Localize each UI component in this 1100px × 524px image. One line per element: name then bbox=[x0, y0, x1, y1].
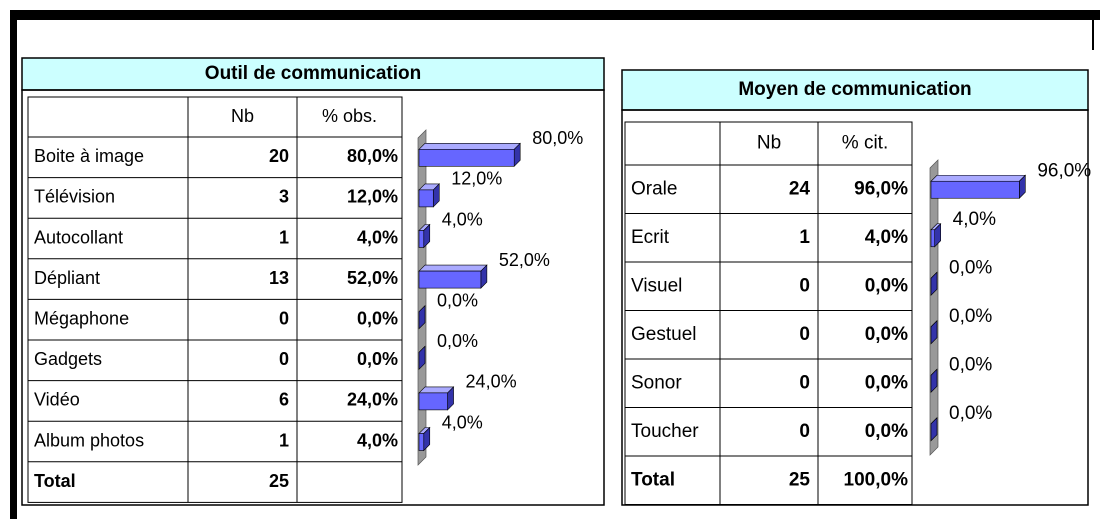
bar-side bbox=[930, 271, 938, 296]
row-count: 20 bbox=[269, 146, 289, 166]
total-percent: 100,0% bbox=[844, 469, 909, 490]
row-label: Mégaphone bbox=[34, 308, 129, 328]
row-label: Orale bbox=[631, 178, 677, 199]
bar-top bbox=[418, 264, 488, 272]
bar-side bbox=[930, 368, 938, 393]
row-label: Vidéo bbox=[34, 390, 80, 410]
row-count: 24 bbox=[789, 178, 811, 199]
bar bbox=[930, 229, 935, 248]
bar-side bbox=[930, 320, 938, 345]
row-count: 0 bbox=[279, 308, 289, 328]
row-percent: 0,0% bbox=[357, 349, 398, 369]
row-percent: 0,0% bbox=[865, 324, 908, 345]
row-percent: 0,0% bbox=[865, 421, 908, 442]
row-percent: 0,0% bbox=[357, 308, 398, 328]
section-box bbox=[21, 89, 605, 506]
row-percent: 96,0% bbox=[854, 178, 908, 199]
row-count: 6 bbox=[279, 390, 289, 410]
bar-label: 52,0% bbox=[499, 250, 550, 270]
total-label: Total bbox=[34, 471, 76, 491]
row-label: Visuel bbox=[631, 275, 682, 296]
bar bbox=[418, 230, 425, 248]
title-box bbox=[621, 69, 1089, 111]
row-percent: 4,0% bbox=[357, 227, 398, 247]
bar-label: 0,0% bbox=[949, 403, 992, 424]
bar-label: 0,0% bbox=[437, 290, 478, 310]
row-label: Boite à image bbox=[34, 146, 144, 166]
row-count: 0 bbox=[799, 372, 810, 393]
row-percent: 0,0% bbox=[865, 372, 908, 393]
bar-label: 80,0% bbox=[532, 128, 583, 148]
bar-side bbox=[930, 417, 938, 442]
bar-top bbox=[418, 143, 521, 150]
frame-left bbox=[10, 10, 17, 519]
column-header: % cit. bbox=[842, 133, 888, 154]
chart-axis bbox=[929, 159, 939, 456]
row-count: 1 bbox=[279, 227, 289, 247]
total-label: Total bbox=[631, 469, 675, 490]
bar-label: 0,0% bbox=[949, 306, 992, 327]
row-percent: 80,0% bbox=[347, 146, 398, 166]
row-label: Ecrit bbox=[631, 227, 670, 248]
bar-side bbox=[418, 304, 426, 330]
section-box bbox=[621, 109, 1089, 506]
row-count: 13 bbox=[269, 268, 289, 288]
bar-label: 12,0% bbox=[451, 169, 502, 189]
bar-label: 0,0% bbox=[437, 331, 478, 351]
row-label: Gadgets bbox=[34, 349, 102, 369]
row-label: Dépliant bbox=[34, 268, 100, 288]
bar-label: 0,0% bbox=[949, 257, 992, 278]
bar-label: 4,0% bbox=[442, 209, 483, 229]
row-count: 1 bbox=[799, 227, 810, 248]
bar-top bbox=[930, 174, 1027, 182]
row-count: 0 bbox=[799, 421, 810, 442]
row-label: Toucher bbox=[631, 421, 699, 442]
bar-label: 24,0% bbox=[466, 372, 517, 392]
row-count: 0 bbox=[799, 324, 810, 345]
row-percent: 0,0% bbox=[865, 275, 908, 296]
row-label: Télévision bbox=[34, 187, 115, 207]
total-count: 25 bbox=[269, 471, 289, 491]
table-title: Outil de communication bbox=[205, 63, 421, 84]
total-count: 25 bbox=[789, 469, 811, 490]
bar bbox=[418, 270, 482, 289]
title-box bbox=[21, 57, 605, 91]
bar-label: 4,0% bbox=[953, 209, 996, 230]
row-percent: 12,0% bbox=[347, 187, 398, 207]
row-percent: 4,0% bbox=[357, 430, 398, 450]
bar-label: 96,0% bbox=[1037, 160, 1091, 181]
row-percent: 52,0% bbox=[347, 268, 398, 288]
table-border bbox=[624, 121, 913, 505]
bar bbox=[418, 149, 515, 167]
frame-right bbox=[1092, 20, 1094, 50]
row-count: 1 bbox=[279, 430, 289, 450]
column-header: % obs. bbox=[322, 106, 377, 126]
table-title: Moyen de communication bbox=[738, 79, 971, 100]
row-count: 0 bbox=[799, 275, 810, 296]
row-count: 3 bbox=[279, 187, 289, 207]
bar-label: 4,0% bbox=[442, 412, 483, 432]
column-header: Nb bbox=[757, 133, 781, 154]
bar bbox=[418, 433, 425, 451]
chart-axis bbox=[417, 129, 427, 466]
row-label: Autocollant bbox=[34, 227, 123, 247]
row-count: 0 bbox=[279, 349, 289, 369]
bar bbox=[930, 180, 1020, 199]
row-label: Album photos bbox=[34, 430, 144, 450]
row-percent: 4,0% bbox=[865, 227, 908, 248]
bar-side bbox=[418, 345, 426, 371]
row-label: Sonor bbox=[631, 372, 682, 393]
bar bbox=[418, 392, 448, 411]
row-label: Gestuel bbox=[631, 324, 696, 345]
column-header: Nb bbox=[231, 106, 254, 126]
row-percent: 24,0% bbox=[347, 390, 398, 410]
bar-label: 0,0% bbox=[949, 354, 992, 375]
bar bbox=[418, 189, 434, 208]
frame-top bbox=[10, 10, 1100, 20]
